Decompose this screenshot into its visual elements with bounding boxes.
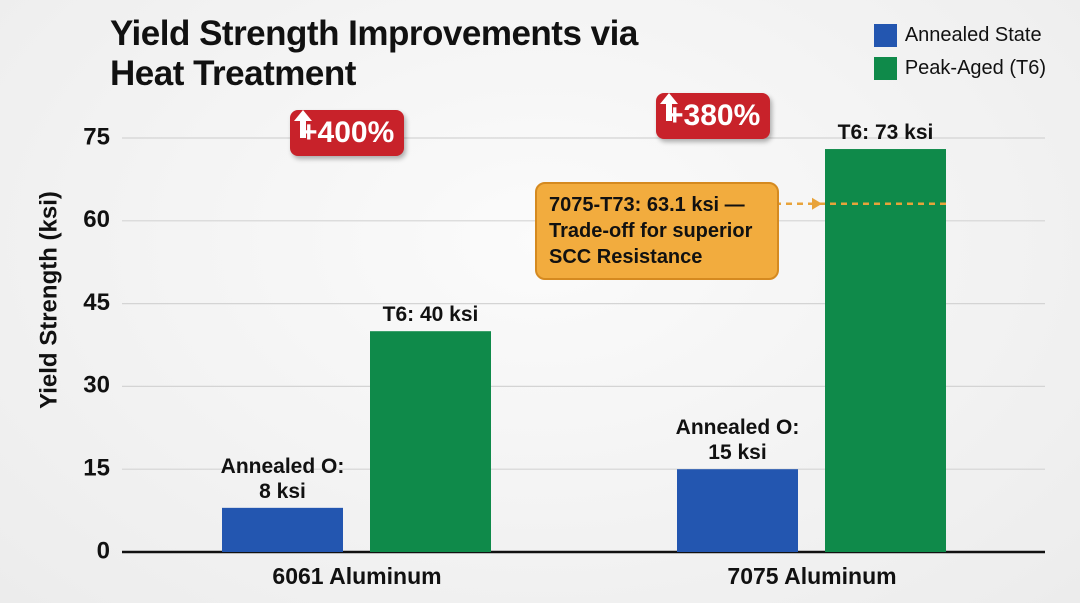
value-label: T6: 40 ksi	[382, 303, 479, 327]
x-tick-label: 6061 Aluminum	[272, 563, 441, 589]
change-label: +380%	[666, 99, 761, 132]
y-tick-label: 45	[83, 289, 110, 316]
arrow-icon	[294, 110, 312, 138]
change-badge: +400%	[290, 110, 405, 156]
value-label: Annealed O: 15 ksi	[675, 416, 800, 465]
y-tick-label: 0	[97, 537, 110, 564]
arrow-icon	[660, 93, 678, 121]
y-tick-label: 15	[83, 455, 110, 482]
legend-item: Annealed State	[873, 24, 1046, 47]
legend-label: Annealed State	[904, 24, 1042, 46]
y-tick-label: 60	[83, 206, 110, 233]
reference-arrow	[812, 197, 822, 210]
arrow-shape	[294, 110, 312, 138]
y-tick-label: 30	[83, 372, 110, 399]
y-axis-label: Yield Strength (ksi)	[35, 191, 62, 409]
bar	[222, 507, 343, 552]
bar	[825, 149, 946, 553]
bar	[370, 331, 491, 552]
legend-swatch	[873, 57, 897, 80]
legend-label: Peak-Aged (T6)	[904, 57, 1046, 79]
reference-callout: 7075-T73: 63.1 ksi — Trade-off for super…	[535, 182, 779, 280]
arrow-shape	[660, 93, 678, 121]
legend-swatch	[873, 24, 897, 47]
chart-title: Yield Strength Improvements via Heat Tre…	[110, 14, 638, 93]
value-label: T6: 73 ksi	[837, 121, 934, 145]
x-tick-label: 7075 Aluminum	[727, 563, 896, 589]
bar	[677, 469, 798, 552]
change-badge: +380%	[656, 93, 771, 139]
change-label: +400%	[300, 116, 395, 149]
legend: Annealed State Peak-Aged (T6)	[873, 24, 1046, 90]
legend-item: Peak-Aged (T6)	[873, 57, 1046, 80]
y-tick-label: 75	[83, 123, 110, 150]
value-label: Annealed O: 8 ksi	[220, 454, 345, 503]
